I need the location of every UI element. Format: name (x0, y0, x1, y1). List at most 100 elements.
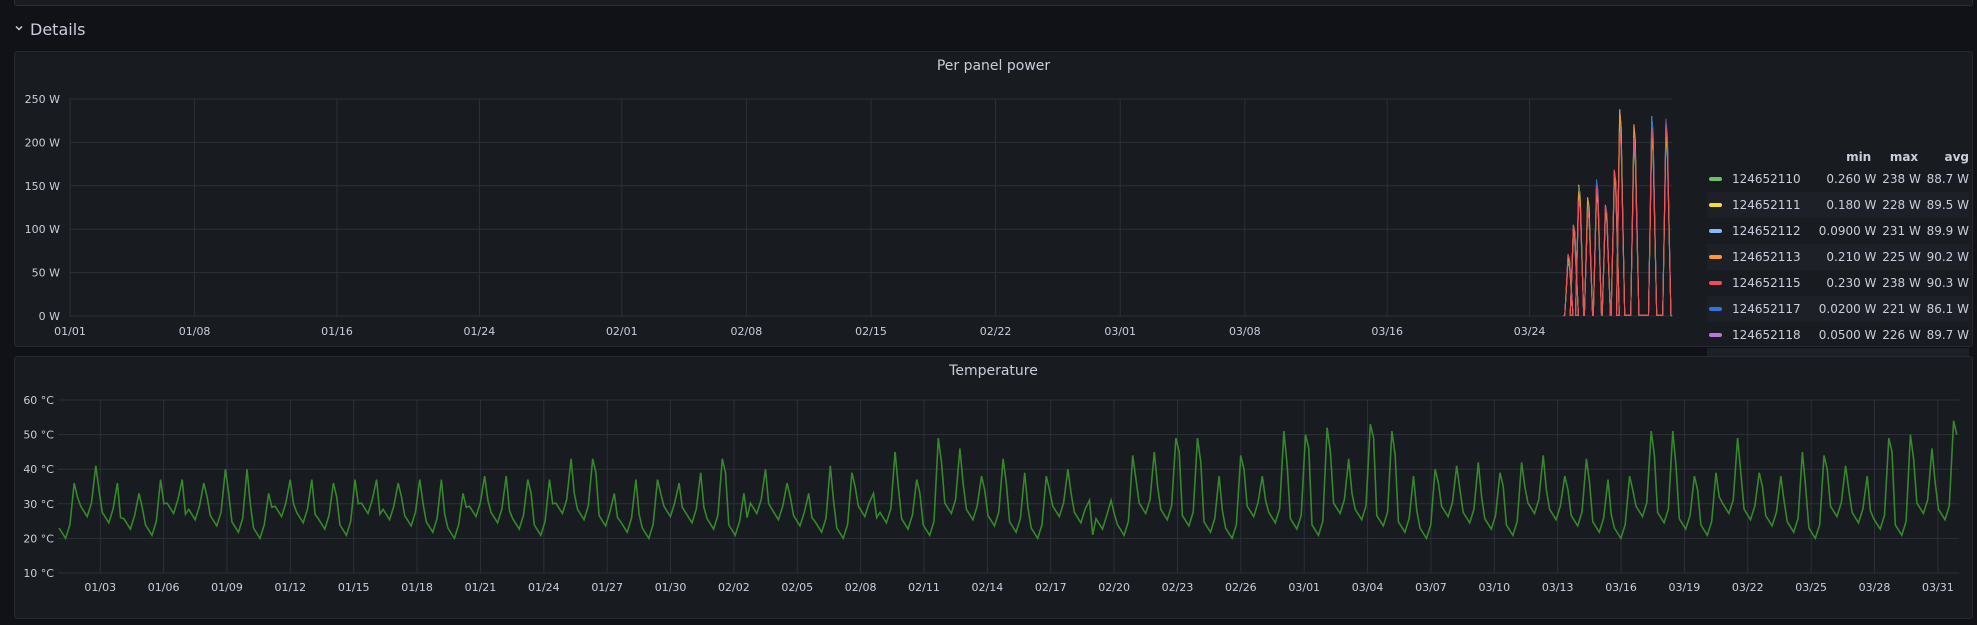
legend-avg-value: 89.7 W (1926, 328, 1969, 342)
y-tick-label: 30 °C (23, 498, 54, 511)
y-tick-label: 10 °C (23, 567, 54, 580)
x-tick-label: 02/20 (1098, 581, 1130, 594)
x-tick-label: 02/17 (1035, 581, 1067, 594)
y-tick-label: 100 W (25, 223, 60, 236)
power-chart[interactable]: 0 W 50 W 100 W 150 W 200 W 250 W 01/01 01/08 01/… (15, 52, 1695, 348)
legend-avg-value: 86.1 W (1926, 302, 1969, 316)
x-tick-label: 02/14 (972, 581, 1004, 594)
temperature-series-line[interactable] (58, 420, 1958, 541)
legend-avg-value: 90.2 W (1926, 250, 1969, 264)
legend-item[interactable]: 124652111 0.180 W 228 W 89.5 W (1707, 192, 1969, 218)
row-header-details[interactable]: Details (14, 16, 85, 42)
legend-series-name[interactable]: 124652117 (1731, 302, 1801, 316)
x-tick-label: 02/22 (980, 325, 1012, 338)
temperature-chart[interactable]: 10 °C 20 °C 30 °C 40 °C 50 °C 60 °C 01/03 01/06… (15, 357, 1972, 620)
legend-series-name[interactable]: 124652111 (1731, 198, 1801, 212)
legend-item[interactable]: 124652115 0.230 W 238 W 90.3 W (1707, 270, 1969, 296)
x-tick-label: 01/03 (84, 581, 116, 594)
legend-min-value: 0.260 W (1826, 172, 1877, 186)
row-title: Details (30, 19, 86, 39)
x-tick-label: 03/24 (1514, 325, 1546, 338)
legend-header-max[interactable]: max (1889, 150, 1919, 164)
x-tick-label: 01/21 (465, 581, 497, 594)
panel-temperature[interactable]: Temperature 10 °C 20 °C 30 °C 40 °C 50 °C 60 … (14, 356, 1973, 619)
legend-series-name[interactable]: 124652110 (1731, 172, 1801, 186)
x-tick-label: 03/25 (1795, 581, 1827, 594)
legend-item[interactable]: 124652110 0.260 W 238 W 88.7 W (1707, 166, 1969, 192)
x-tick-label: 03/01 (1104, 325, 1136, 338)
legend-series-name[interactable]: 124652113 (1731, 250, 1801, 264)
legend-max-value: 238 W (1882, 172, 1921, 186)
legend-min-value: 0.230 W (1826, 276, 1877, 290)
x-tick-label: 02/08 (731, 325, 763, 338)
x-tick-label: 02/23 (1162, 581, 1194, 594)
x-tick-label: 03/31 (1922, 581, 1954, 594)
legend-series-name[interactable]: 124652112 (1731, 224, 1801, 238)
legend-max-value: 221 W (1882, 302, 1921, 316)
legend-series-name[interactable]: 124652115 (1731, 276, 1801, 290)
x-tick-label: 01/08 (179, 325, 211, 338)
x-tick-label: 01/27 (591, 581, 623, 594)
y-tick-label: 50 W (32, 267, 60, 280)
legend-item[interactable]: 124652117 0.0200 W 221 W 86.1 W (1707, 296, 1969, 322)
chevron-down-icon[interactable] (14, 23, 26, 36)
legend-series-name[interactable]: 124652118 (1731, 328, 1801, 342)
legend-header-min[interactable]: min (1846, 150, 1872, 164)
y-tick-label: 150 W (25, 180, 60, 193)
panel-per-panel-power[interactable]: Per panel power 0 W 50 W 100 W 150 W 200 W 25… (14, 51, 1973, 394)
legend-avg-value: 90.3 W (1926, 276, 1969, 290)
x-tick-label: 01/24 (464, 325, 496, 338)
x-tick-label: 03/28 (1859, 581, 1891, 594)
y-tick-label: 50 °C (23, 429, 54, 442)
x-tick-label: 03/07 (1415, 581, 1447, 594)
x-tick-label: 03/13 (1542, 581, 1574, 594)
legend-avg-value: 88.7 W (1926, 172, 1969, 186)
series-color-swatch[interactable] (1709, 177, 1722, 181)
series-color-swatch[interactable] (1709, 307, 1722, 311)
x-tick-label: 03/04 (1352, 581, 1384, 594)
legend-min-value: 0.0200 W (1818, 302, 1877, 316)
legend-min-value: 0.180 W (1826, 198, 1877, 212)
x-tick-label: 03/01 (1288, 581, 1320, 594)
series-color-swatch[interactable] (1709, 255, 1722, 259)
legend-min-value: 0.0500 W (1818, 328, 1877, 342)
x-tick-label: 02/08 (845, 581, 877, 594)
x-tick-label: 02/11 (908, 581, 940, 594)
x-tick-label: 02/05 (781, 581, 813, 594)
series-color-swatch[interactable] (1709, 203, 1722, 207)
series-line-124652115[interactable] (1563, 126, 1673, 317)
x-tick-label: 03/08 (1229, 325, 1261, 338)
x-tick-label: 03/22 (1732, 581, 1764, 594)
legend-item[interactable]: 124652113 0.210 W 225 W 90.2 W (1707, 244, 1969, 270)
x-tick-label: 01/18 (401, 581, 433, 594)
legend-header: min max avg (1707, 148, 1969, 166)
legend-min-value: 0.0900 W (1818, 224, 1877, 238)
legend-header-avg[interactable]: avg (1944, 150, 1969, 164)
y-tick-label: 20 °C (23, 532, 54, 545)
x-tick-label: 02/15 (855, 325, 887, 338)
panel-title[interactable]: Per panel power (936, 58, 1051, 74)
x-tick-label: 01/12 (274, 581, 306, 594)
panel-title[interactable]: Temperature (949, 363, 1038, 379)
x-tick-label: 03/19 (1669, 581, 1701, 594)
x-tick-label: 02/26 (1225, 581, 1257, 594)
x-tick-label: 01/15 (338, 581, 370, 594)
y-tick-label: 0 W (39, 310, 60, 323)
y-tick-label: 200 W (25, 136, 60, 149)
series-color-swatch[interactable] (1709, 229, 1722, 233)
legend-avg-value: 89.5 W (1926, 198, 1969, 212)
x-tick-label: 01/09 (211, 581, 243, 594)
x-tick-label: 03/16 (1371, 325, 1403, 338)
series-color-swatch[interactable] (1709, 333, 1722, 337)
legend-max-value: 238 W (1882, 276, 1921, 290)
legend-max-value: 225 W (1882, 250, 1921, 264)
legend-min-value: 0.210 W (1826, 250, 1877, 264)
x-tick-label: 01/06 (148, 581, 180, 594)
legend-avg-value: 89.9 W (1926, 224, 1969, 238)
previous-panel-edge (14, 0, 1973, 6)
x-tick-label: 02/01 (606, 325, 638, 338)
legend-item[interactable]: 124652118 0.0500 W 226 W 89.7 W (1707, 322, 1969, 348)
series-color-swatch[interactable] (1709, 281, 1722, 285)
legend-item[interactable]: 124652112 0.0900 W 231 W 89.9 W (1707, 218, 1969, 244)
y-tick-label: 40 °C (23, 463, 54, 476)
